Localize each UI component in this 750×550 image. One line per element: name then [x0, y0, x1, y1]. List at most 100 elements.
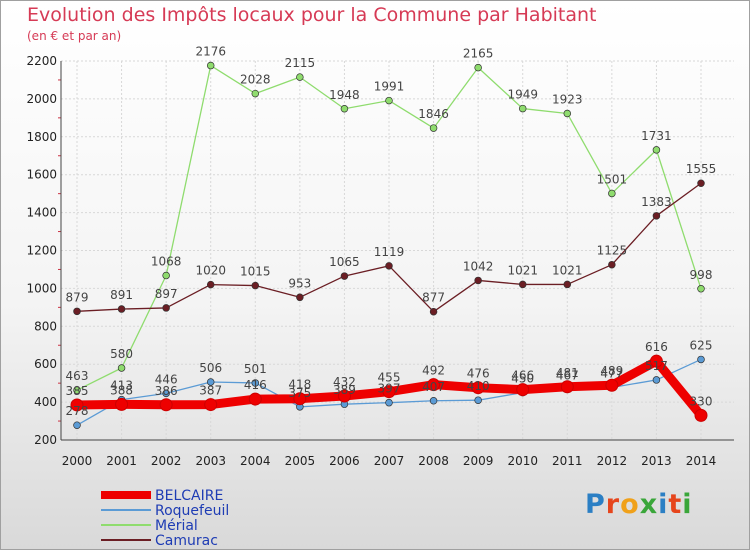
data-label: 1991: [374, 80, 405, 94]
data-point: [471, 381, 485, 395]
y-tick-label: 800: [34, 319, 57, 333]
logo-letter: t: [668, 489, 683, 520]
chart-title: Evolution des Impôts locaux pour la Comm…: [27, 4, 597, 26]
chart-subtitle: (en € et par an): [27, 29, 122, 43]
data-point: [516, 383, 530, 397]
data-label: 477: [600, 367, 623, 381]
data-label: 1020: [195, 264, 226, 278]
data-point: [337, 389, 351, 403]
data-point: [162, 389, 170, 398]
data-point: [649, 354, 663, 368]
data-label: 625: [690, 338, 713, 352]
data-point: [385, 96, 393, 105]
data-label: 879: [66, 290, 89, 304]
data-label: 410: [467, 379, 490, 393]
data-point: [474, 276, 482, 285]
data-label: 463: [66, 369, 89, 383]
grid-lines: [61, 60, 734, 440]
data-label: 2028: [240, 73, 271, 87]
data-point: [162, 271, 170, 280]
data-label: 501: [244, 362, 267, 376]
data-label: 489: [600, 364, 623, 378]
y-tick-label: 1200: [26, 244, 57, 258]
data-point: [206, 61, 215, 70]
data-point: [605, 378, 619, 392]
logo-letter: P: [585, 489, 606, 520]
data-label: 481: [556, 366, 579, 380]
y-tick-label: 1800: [26, 130, 57, 144]
logo-letter: i: [658, 489, 669, 520]
data-point: [296, 293, 304, 302]
data-label: 897: [155, 287, 178, 301]
data-label: 616: [645, 340, 668, 354]
data-label: 2176: [195, 45, 226, 59]
data-label: 1125: [597, 244, 628, 258]
x-tick-label: 2014: [686, 454, 717, 468]
data-label: 1383: [641, 195, 672, 209]
data-label: 1949: [507, 88, 538, 102]
data-point: [385, 398, 393, 407]
data-label: 517: [645, 359, 668, 373]
x-tick-label: 2013: [641, 454, 672, 468]
x-tick-label: 2012: [597, 454, 628, 468]
legend-label: Camurac: [155, 533, 218, 549]
data-label: 330: [690, 394, 713, 408]
data-label: 1846: [418, 107, 449, 121]
y-tick-label: 200: [34, 433, 57, 447]
data-point: [117, 305, 126, 313]
y-tick-label: 1600: [26, 168, 57, 182]
data-point: [608, 189, 616, 198]
data-point: [340, 105, 349, 113]
y-tick-label: 2200: [26, 54, 57, 68]
data-point: [563, 280, 572, 289]
data-label: 492: [422, 364, 445, 378]
data-label: 389: [333, 383, 356, 397]
data-point: [117, 364, 126, 372]
data-label: 1068: [151, 255, 182, 269]
data-point: [206, 378, 215, 386]
data-point: [429, 307, 438, 316]
data-label: 413: [110, 379, 133, 393]
data-point: [652, 212, 661, 220]
data-label: 418: [288, 378, 311, 392]
data-point: [652, 146, 661, 154]
data-point: [429, 397, 438, 405]
proxiti-logo: Proxiti: [585, 489, 693, 520]
data-point: [159, 398, 173, 412]
x-tick-label: 2009: [463, 454, 494, 468]
data-label: 466: [511, 369, 534, 383]
data-label: 476: [467, 367, 490, 381]
data-label: 580: [110, 347, 133, 361]
y-tick-label: 2000: [26, 92, 57, 106]
data-label: 998: [690, 268, 713, 282]
data-point: [70, 398, 84, 412]
data-point: [652, 376, 661, 384]
data-point: [204, 398, 218, 412]
logo-letter: x: [639, 489, 659, 520]
x-tick-label: 2002: [151, 454, 182, 468]
data-point: [206, 280, 215, 289]
data-point: [73, 307, 81, 316]
data-label: 375: [288, 386, 311, 400]
data-label: 386: [155, 384, 178, 398]
x-tick-label: 2003: [195, 454, 226, 468]
data-label: 450: [511, 372, 534, 386]
data-labels: 463 580 1068 2176 2028 2115 1948 1991 1846 2165 19…: [66, 45, 717, 419]
x-tick-label: 2007: [374, 454, 405, 468]
data-label: 1065: [329, 255, 360, 269]
data-point: [694, 408, 708, 422]
legend-label: BELCAIRE: [155, 488, 223, 504]
data-point: [697, 285, 705, 293]
y-tick-label: 1400: [26, 206, 57, 220]
data-point: [248, 392, 262, 406]
data-point: [73, 386, 81, 394]
data-label: 1015: [240, 265, 271, 279]
data-label: 407: [422, 380, 445, 394]
y-tick-label: 400: [34, 395, 57, 409]
data-label: 1923: [552, 92, 583, 106]
data-label: 1948: [329, 88, 360, 102]
data-point: [518, 280, 527, 289]
